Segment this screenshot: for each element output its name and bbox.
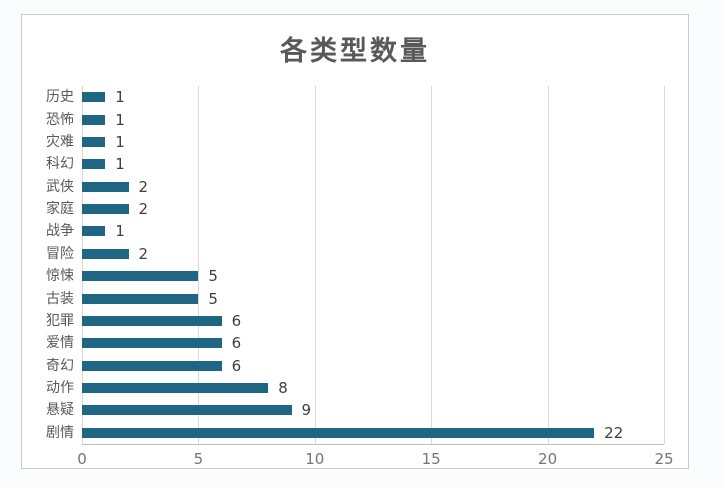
bar-科幻 [82, 159, 106, 170]
bar-惊悚 [82, 271, 199, 282]
bar-家庭 [82, 204, 129, 215]
chart-title: 各类型数量 [280, 36, 430, 67]
value-label-武侠: 2 [138, 177, 149, 196]
category-label-古装: 古装 [46, 290, 74, 307]
x-tick-label-10: 10 [305, 450, 325, 468]
category-label-动作: 动作 [46, 380, 74, 397]
bar-历史 [82, 92, 106, 103]
category-label-家庭: 家庭 [46, 201, 74, 218]
gridline-5 [198, 86, 200, 444]
value-label-家庭: 2 [138, 200, 149, 219]
gridline-15 [431, 86, 433, 444]
bar-犯罪 [82, 315, 222, 326]
category-label-剧情: 剧情 [46, 424, 74, 441]
value-label-历史: 1 [115, 88, 125, 107]
category-label-犯罪: 犯罪 [46, 312, 74, 329]
gridline-10 [314, 86, 316, 444]
value-label-剧情: 22 [604, 423, 624, 442]
x-tick-label-5: 5 [193, 450, 204, 468]
category-label-冒险: 冒险 [46, 245, 74, 262]
bar-武侠 [82, 181, 129, 192]
category-label-恐怖: 恐怖 [46, 111, 74, 128]
gridline-0 [82, 86, 83, 444]
bar-动作 [82, 383, 269, 394]
bar-战争 [82, 226, 106, 237]
bar-冒险 [82, 248, 129, 259]
x-axis-line [82, 444, 664, 445]
chart-container: 各类型数量 历史恐怖灾难科幻武侠家庭战争冒险惊悚古装犯罪爱情奇幻动作悬疑剧情 1… [21, 14, 689, 469]
value-label-科幻: 1 [115, 155, 125, 174]
value-label-悬疑: 9 [301, 401, 312, 420]
value-label-犯罪: 6 [231, 311, 242, 330]
category-label-爱情: 爱情 [46, 335, 74, 352]
bar-恐怖 [82, 114, 106, 125]
gridline-25 [664, 86, 665, 444]
category-label-历史: 历史 [46, 89, 74, 106]
value-label-古装: 5 [208, 289, 218, 308]
value-label-恐怖: 1 [115, 110, 125, 129]
bar-奇幻 [82, 360, 222, 371]
value-label-奇幻: 6 [231, 356, 242, 375]
category-label-悬疑: 悬疑 [46, 402, 74, 419]
category-label-惊悚: 惊悚 [46, 268, 74, 285]
category-label-灾难: 灾难 [46, 133, 74, 150]
value-label-爱情: 6 [231, 334, 242, 353]
value-label-惊悚: 5 [208, 267, 218, 286]
bar-爱情 [82, 338, 222, 349]
bar-灾难 [82, 136, 106, 147]
bar-悬疑 [82, 405, 292, 416]
value-label-冒险: 2 [138, 244, 149, 263]
value-label-战争: 1 [115, 222, 125, 241]
value-label-灾难: 1 [115, 132, 125, 151]
x-tick-label-25: 25 [654, 450, 674, 468]
category-label-科幻: 科幻 [46, 156, 74, 173]
category-label-奇幻: 奇幻 [46, 357, 74, 374]
bar-剧情 [82, 427, 595, 438]
gridline-20 [547, 86, 549, 444]
category-label-武侠: 武侠 [46, 178, 74, 195]
bar-古装 [82, 293, 199, 304]
category-label-战争: 战争 [46, 223, 74, 240]
x-tick-label-20: 20 [538, 450, 558, 468]
x-tick-label-0: 0 [77, 450, 87, 468]
x-tick-label-15: 15 [421, 450, 441, 468]
value-label-动作: 8 [278, 379, 288, 398]
